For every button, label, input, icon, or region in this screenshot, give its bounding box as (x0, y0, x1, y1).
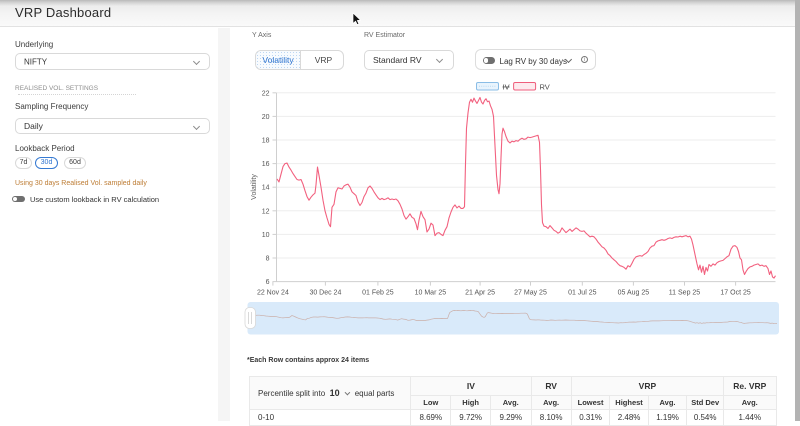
svg-text:18: 18 (262, 138, 270, 145)
svg-text:22: 22 (262, 90, 270, 97)
svg-text:16: 16 (262, 161, 270, 168)
svg-text:6: 6 (266, 279, 270, 286)
svg-text:05 Aug 25: 05 Aug 25 (618, 290, 650, 297)
svg-text:20: 20 (262, 114, 270, 121)
svg-text:01 Jul 25: 01 Jul 25 (568, 290, 597, 297)
svg-text:27 May 25: 27 May 25 (514, 290, 547, 297)
svg-text:30 Dec 24: 30 Dec 24 (309, 290, 341, 297)
svg-text:21 Apr 25: 21 Apr 25 (465, 290, 495, 297)
svg-text:10 Mar 25: 10 Mar 25 (415, 290, 447, 297)
svg-text:IV: IV (503, 82, 510, 91)
svg-text:Volatility: Volatility (251, 174, 258, 200)
svg-text:RV: RV (540, 82, 550, 91)
svg-text:17 Oct 25: 17 Oct 25 (720, 290, 750, 297)
svg-text:14: 14 (262, 185, 270, 192)
svg-text:22 Nov 24: 22 Nov 24 (257, 290, 289, 297)
svg-text:8: 8 (266, 256, 270, 263)
svg-text:11 Sep 25: 11 Sep 25 (669, 290, 701, 297)
svg-text:10: 10 (262, 232, 270, 239)
svg-text:12: 12 (262, 208, 270, 215)
svg-text:01 Feb 25: 01 Feb 25 (362, 290, 394, 297)
